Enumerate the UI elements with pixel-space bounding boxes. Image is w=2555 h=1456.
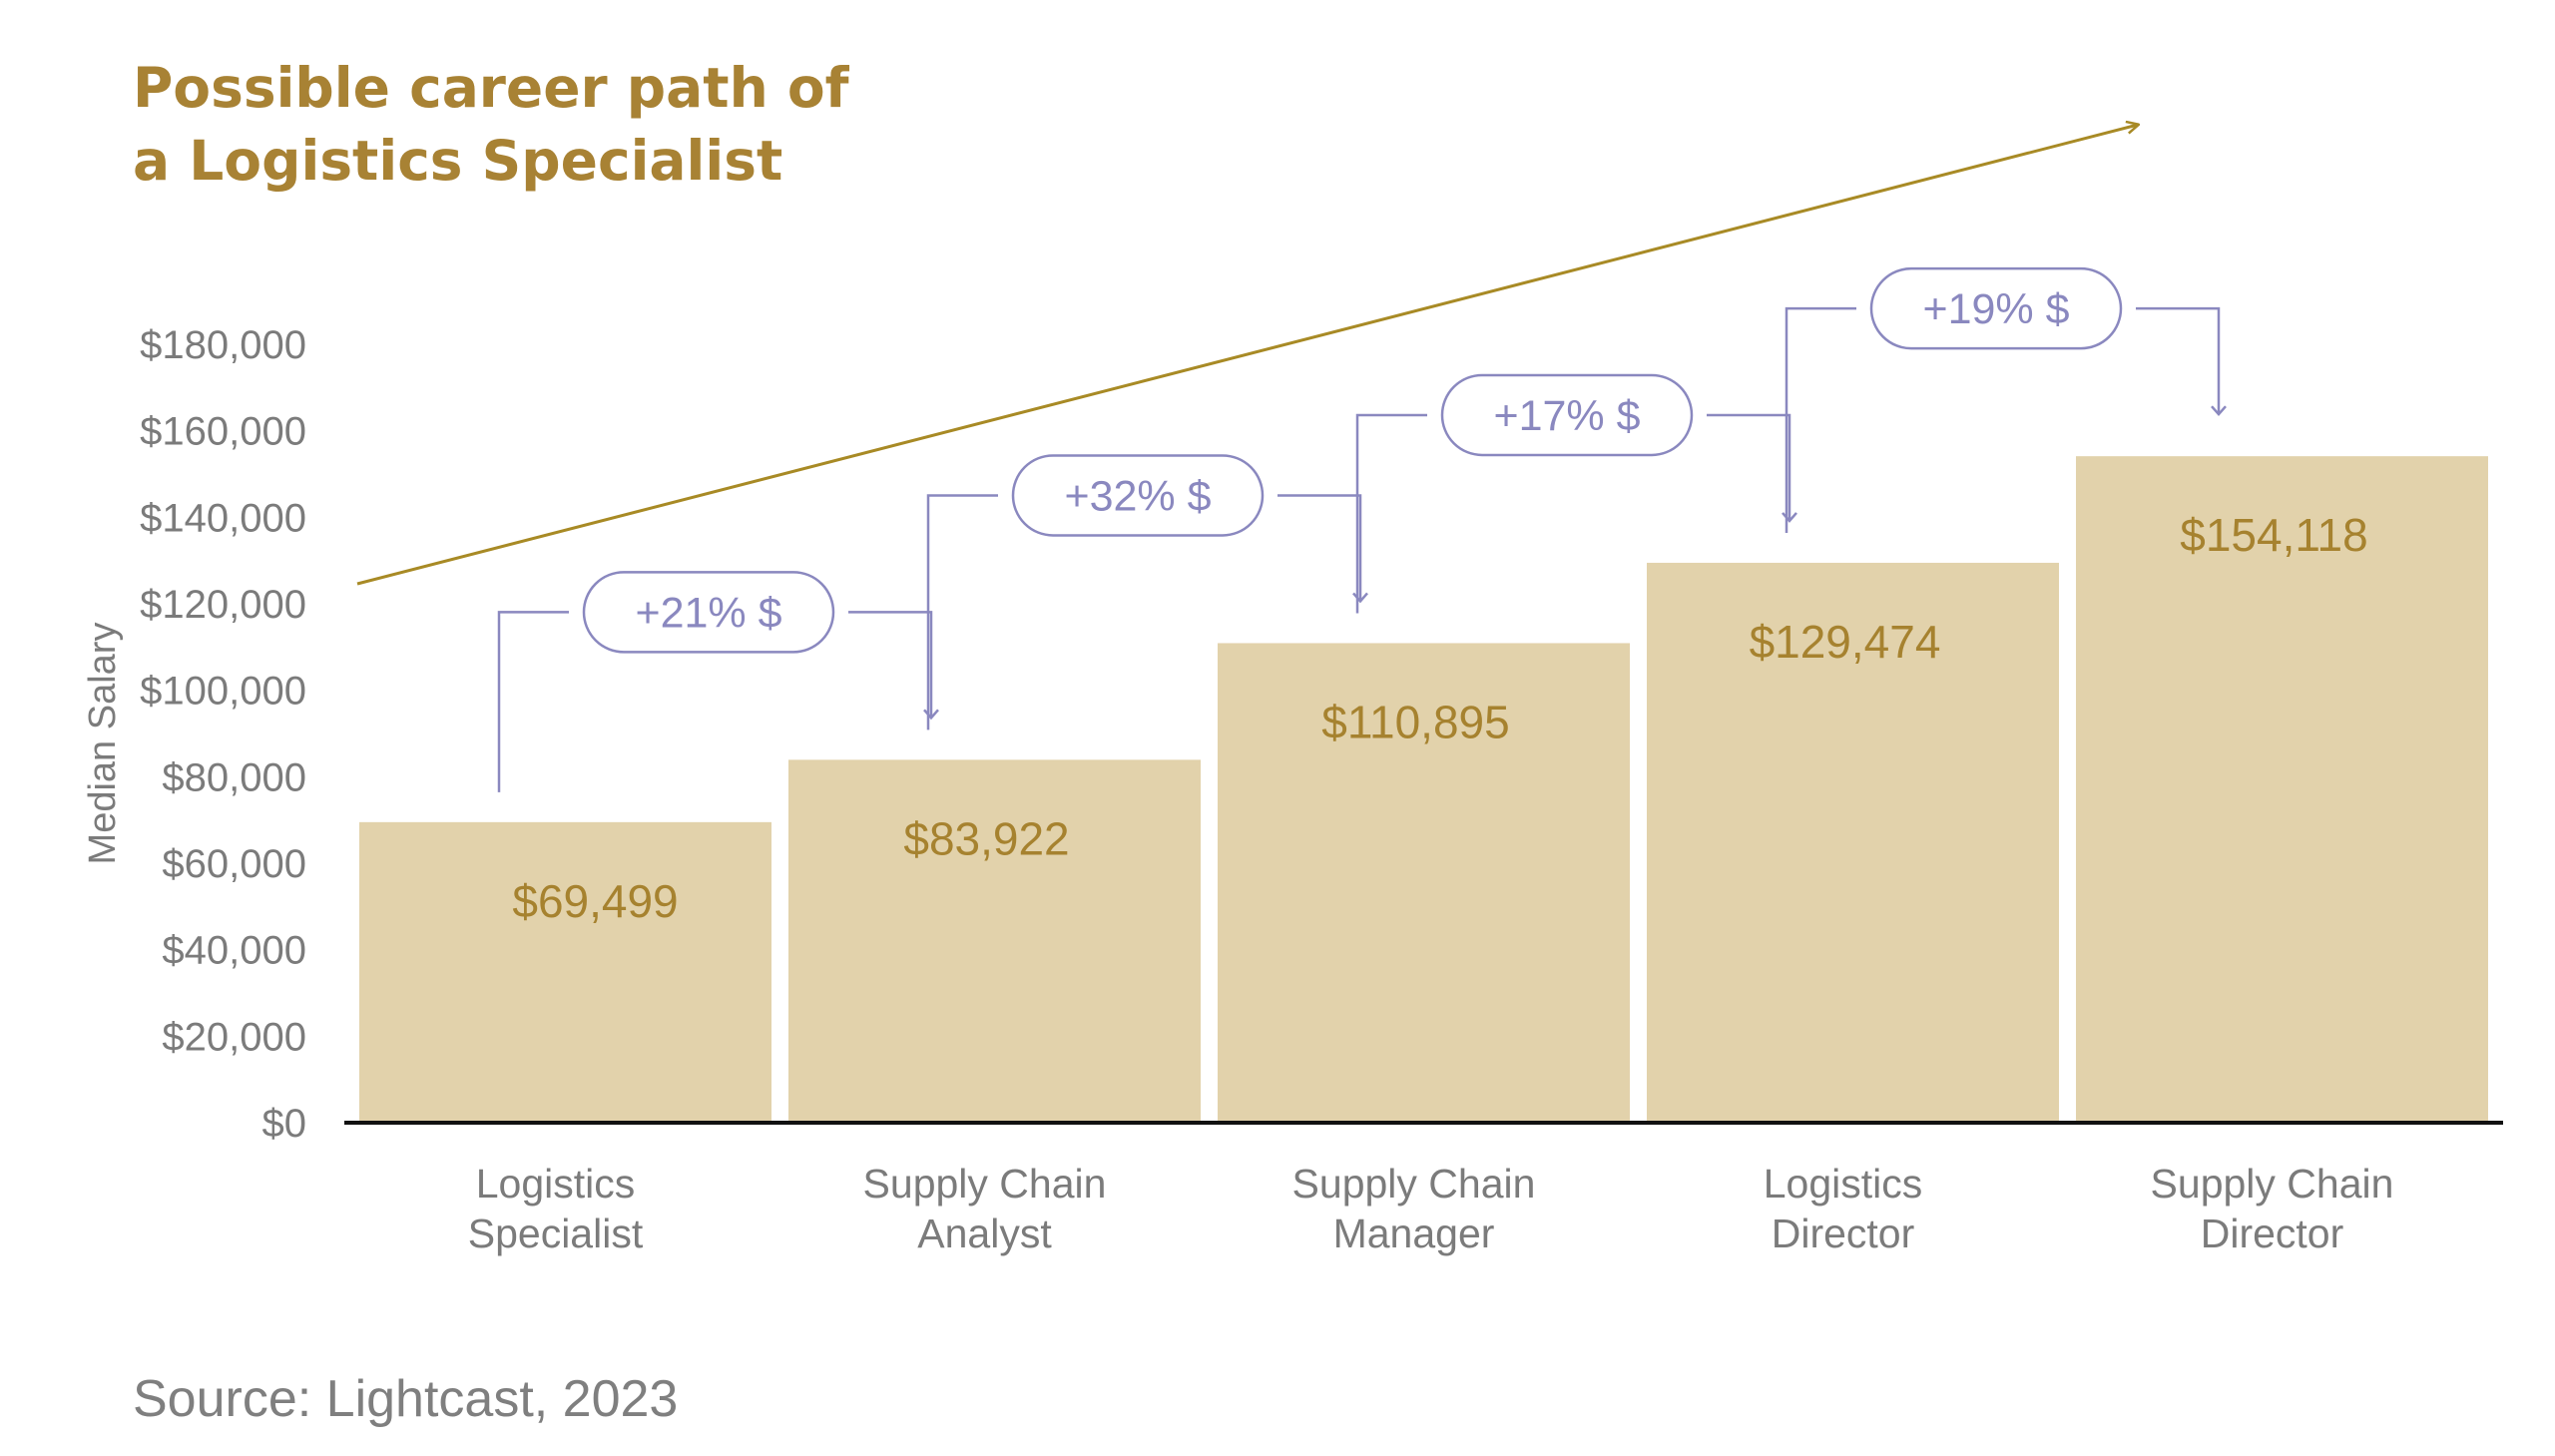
bar-value-label: $129,474 [1750,616,1941,668]
y-tick-label: $100,000 [140,670,306,714]
bar [788,759,1201,1123]
increase-connector-right [1278,494,1368,604]
chart-title-line-2: a Logistics Specialist [133,129,783,193]
x-tick-label: Logistics [1764,1161,1923,1207]
chart-title-line-1: Possible career path of [133,56,849,120]
increase-annotations: +21% $ +32% $ +17% $ +19% $ [497,266,2227,792]
increase-label: +19% $ [1922,285,2069,333]
chart-title: Possible career path of a Logistics Spec… [133,52,1031,198]
y-tick-label: $140,000 [140,496,306,540]
trend-arrow [356,125,2138,586]
y-tick-label: $60,000 [162,842,306,886]
x-tick-label: Logistics [476,1161,636,1207]
x-tick-label: Director [2201,1211,2344,1256]
bar [1647,562,2059,1123]
y-tick-label: $20,000 [162,1015,306,1059]
x-tick-label: Director [1772,1211,1915,1256]
x-tick-label: Specialist [468,1211,644,1256]
increase-label: +32% $ [1064,472,1211,520]
x-tick-label: Supply Chain [1292,1161,1536,1207]
y-tick-label: $0 [262,1102,307,1146]
increase-connector-left [1355,413,1427,614]
increase-label: +17% $ [1493,392,1640,440]
increase-connector-left [926,494,998,730]
x-tick-label: Supply Chain [863,1161,1107,1207]
bar [1218,643,1630,1123]
bar [2076,456,2488,1123]
y-tick-label: $80,000 [162,755,306,799]
y-axis: $0 $20,000 $40,000 $60,000 $80,000 $100,000 $1… [140,323,306,1146]
increase-connector-right [2136,306,2227,417]
increase-pill [1869,266,2123,350]
bar-value-label: $69,499 [512,875,678,927]
bar-value-label: $83,922 [903,812,1069,864]
x-tick-label: Manager [1333,1211,1495,1256]
increase-label: +21% $ [635,589,781,637]
bar-value-label: $110,895 [1321,696,1509,747]
y-tick-label: $160,000 [140,410,306,454]
increase-pill [1440,373,1694,457]
increase-connector-right [1707,413,1797,523]
increase-connector-right [848,611,939,721]
bars-group: $69,499 $83,922 $110,895 $129,474 $154,118 [359,456,2488,1123]
increase-pill [1011,454,1265,537]
x-tick-label: Supply Chain [2151,1161,2394,1207]
y-tick-label: $120,000 [140,583,306,627]
bar [359,821,771,1123]
increase-pill [582,571,835,654]
bar-value-label: $154,118 [2180,509,2367,561]
increase-connector-left [1785,306,1856,533]
y-tick-label: $180,000 [140,323,306,367]
x-tick-label: Analyst [917,1211,1052,1256]
source-note: Source: Lightcast, 2023 [133,1370,679,1428]
y-axis-label: Median Salary [82,623,124,865]
increase-connector-left [497,611,569,792]
y-tick-label: $40,000 [162,929,306,973]
